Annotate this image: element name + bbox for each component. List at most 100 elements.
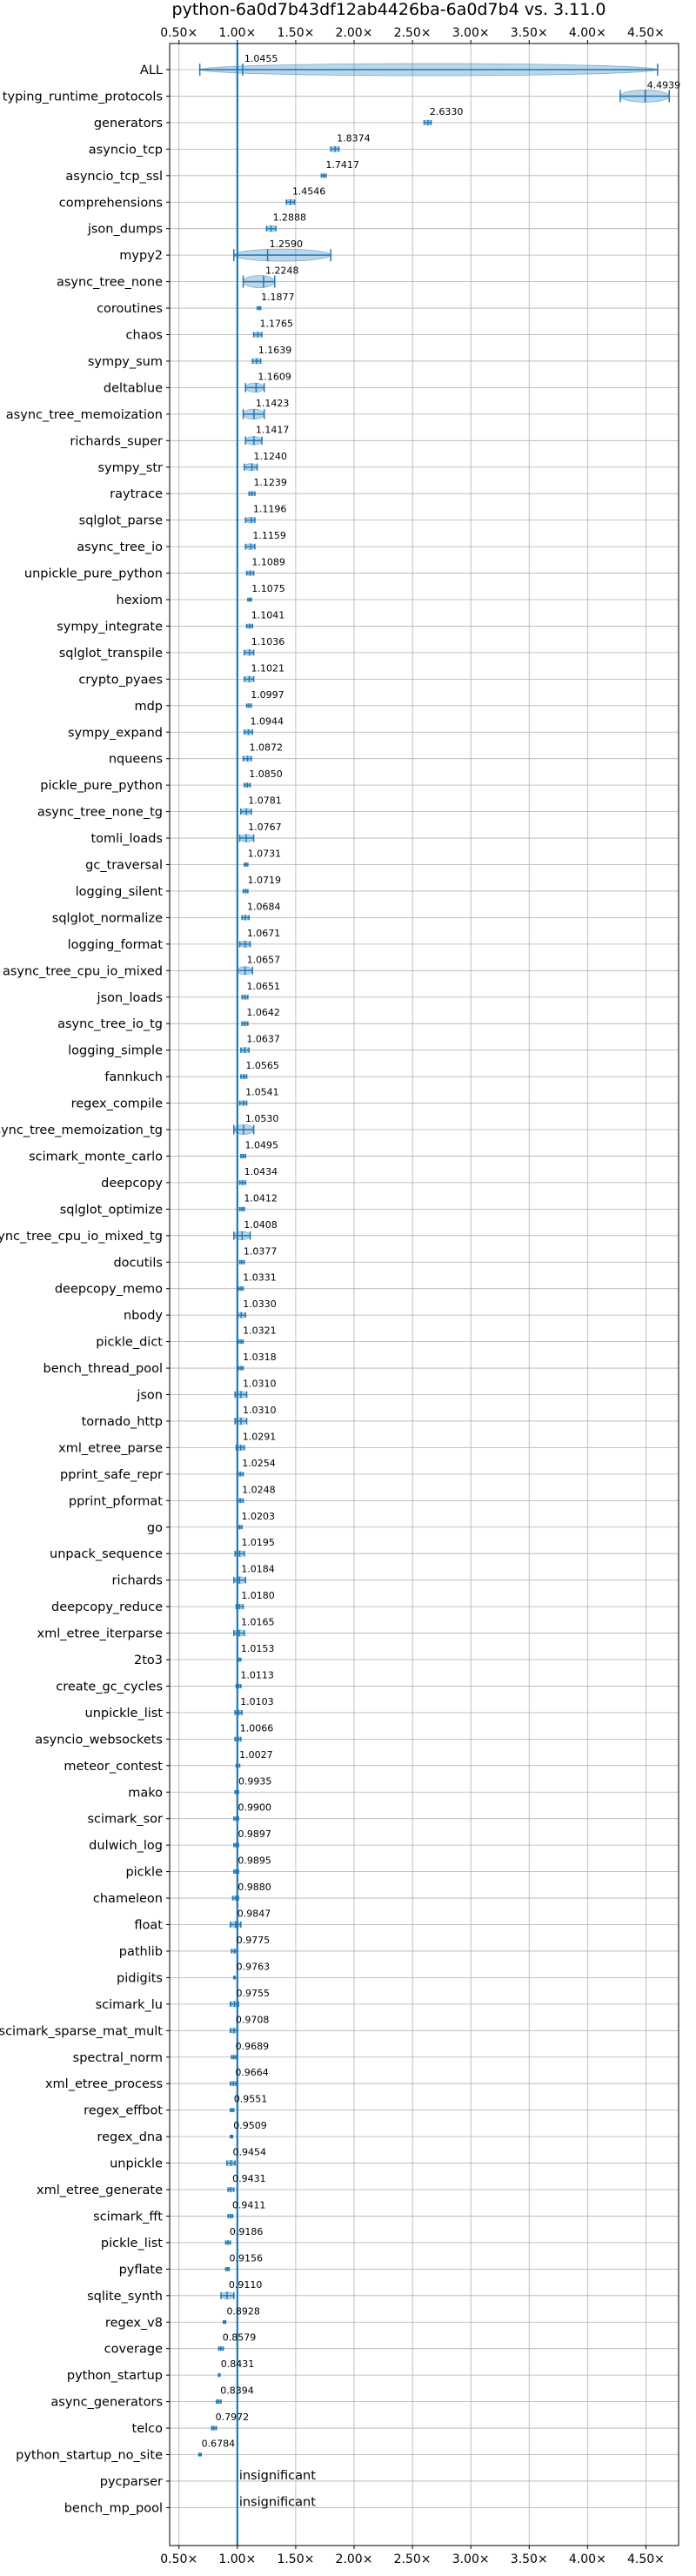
value-label: 1.1021 (251, 662, 285, 674)
value-label: 1.0530 (245, 1113, 279, 1124)
y-tick-label: async_tree_none_tg (37, 806, 163, 820)
y-tick-label: mypy2 (119, 249, 163, 263)
value-label: 1.1041 (251, 609, 285, 621)
y-tick-label: spectral_norm (73, 2051, 163, 2065)
y-tick-label: gc_traversal (85, 859, 163, 873)
value-label: 1.1159 (252, 530, 286, 541)
value-label: 1.0565 (245, 1060, 279, 1071)
y-tick-label: xml_etree_parse (58, 1441, 163, 1455)
plot-frame (169, 43, 679, 2546)
value-label: 0.8579 (223, 2332, 257, 2344)
x-tick-label-bottom: 1.00× (218, 2553, 256, 2566)
value-label: 0.9509 (233, 2120, 267, 2131)
y-tick-label: docutils (113, 1256, 163, 1270)
y-tick-label: json (136, 1389, 163, 1403)
x-tick-label-bottom: 3.00× (452, 2553, 490, 2566)
x-tick-label-top: 3.50× (511, 26, 548, 40)
y-tick-label: dulwich_log (89, 1839, 163, 1853)
value-label: 1.0767 (248, 822, 282, 833)
value-label: 1.1240 (253, 451, 287, 462)
value-label: 1.0408 (244, 1219, 278, 1231)
x-tick-label-bottom: 1.50× (277, 2553, 314, 2566)
y-tick-label: deepcopy_memo (55, 1283, 163, 1297)
tick-layer: 0.50× 0.50× 1.00× 1.00× 1.50× 1.50× 2.00× 2.00×… (0, 26, 665, 2566)
value-label: 1.0310 (243, 1379, 277, 1390)
value-label: 0.9551 (234, 2094, 268, 2105)
y-tick-label: pathlib (119, 1945, 163, 1959)
value-label: 1.0657 (247, 954, 281, 965)
value-label: 1.0291 (243, 1431, 277, 1442)
y-tick-label: async_tree_io_tg (57, 1017, 163, 1031)
y-tick-label: nbody (124, 1309, 163, 1323)
value-label: 1.0781 (248, 795, 282, 807)
y-tick-label: coverage (104, 2343, 163, 2357)
y-tick-label: async_tree_cpu_io_mixed (3, 964, 163, 978)
value-label: 1.0195 (241, 1537, 275, 1548)
value-label: 0.9900 (238, 1802, 271, 1814)
value-label: 1.0944 (250, 715, 284, 727)
x-tick-label-top: 2.50× (394, 26, 432, 40)
y-tick-label: chaos (126, 329, 163, 343)
y-tick-label: unpickle_list (85, 1707, 164, 1721)
value-label: 1.2590 (270, 238, 304, 250)
y-tick-label: deepcopy (101, 1177, 163, 1191)
value-label: 1.0731 (248, 849, 282, 860)
y-tick-label: unpickle (110, 2157, 163, 2171)
value-label: 1.1877 (261, 292, 295, 303)
y-tick-label: async_tree_io (77, 540, 163, 554)
y-tick-label: deltablue (104, 381, 163, 395)
value-label: 1.0184 (241, 1564, 275, 1575)
value-label: 0.8394 (220, 2385, 254, 2397)
y-tick-label: tomli_loads (90, 832, 163, 846)
value-label: 0.9763 (237, 1961, 271, 1972)
y-tick-label: python_startup_no_site (16, 2449, 163, 2463)
x-tick-label-bottom: 0.50× (160, 2553, 197, 2566)
value-label: 0.9775 (237, 1935, 271, 1946)
y-tick-label: unpickle_pure_python (24, 567, 163, 581)
value-label: 0.9847 (238, 1909, 271, 1920)
value-label: 1.0850 (249, 768, 283, 780)
y-tick-label: pickle_dict (96, 1336, 163, 1350)
y-tick-label: ALL (140, 64, 163, 77)
x-tick-label-top: 4.00× (569, 26, 606, 40)
x-tick-label-top: 0.50× (160, 26, 197, 40)
y-tick-label: 2to3 (134, 1654, 163, 1667)
value-label: 1.0671 (247, 928, 281, 939)
y-tick-label: xml_etree_process (45, 2077, 163, 2091)
y-tick-label: json_dumps (87, 223, 163, 237)
y-tick-label: sympy_str (98, 461, 164, 475)
y-tick-label: asyncio_tcp (89, 143, 163, 157)
y-tick-label: pickle (125, 1866, 163, 1880)
y-tick-label: sympy_sum (88, 355, 163, 369)
value-label: 0.7972 (216, 2412, 249, 2423)
value-label: 1.0103 (240, 1696, 274, 1707)
y-tick-label: generators (94, 117, 163, 131)
x-tick-label-bottom: 2.50× (394, 2553, 432, 2566)
value-label: 1.0254 (242, 1458, 276, 1469)
y-tick-label: raytrace (110, 487, 163, 501)
chart-title: python-6a0d7b43df12ab4426ba-6a0d7b4 vs. … (172, 0, 606, 19)
y-tick-label: telco (132, 2422, 164, 2436)
y-tick-label: typing_runtime_protocols (3, 90, 163, 104)
value-label: 1.0027 (239, 1749, 273, 1761)
y-tick-label: hexiom (117, 594, 163, 607)
value-label: 1.0153 (241, 1643, 275, 1654)
value-label: 4.4939 (647, 79, 681, 91)
x-tick-label-top: 2.00× (336, 26, 373, 40)
x-tick-label-top: 1.00× (218, 26, 256, 40)
y-tick-label: pickle_list (101, 2237, 163, 2251)
value-label: 1.0651 (247, 981, 281, 992)
value-label: 1.0331 (243, 1272, 277, 1284)
value-label: 0.6784 (202, 2438, 236, 2450)
value-label: 1.0310 (243, 1405, 277, 1416)
value-label: 1.1765 (260, 319, 294, 330)
value-label: 1.0113 (240, 1669, 274, 1680)
value-label: 0.9755 (237, 1988, 271, 1999)
value-label: 1.8374 (337, 132, 371, 144)
x-tick-label-top: 4.50× (627, 26, 665, 40)
value-label: 1.0455 (244, 53, 278, 64)
y-tick-label: pprint_safe_repr (60, 1468, 163, 1482)
y-tick-label: nqueens (109, 753, 163, 767)
value-label: 1.0434 (244, 1166, 278, 1177)
